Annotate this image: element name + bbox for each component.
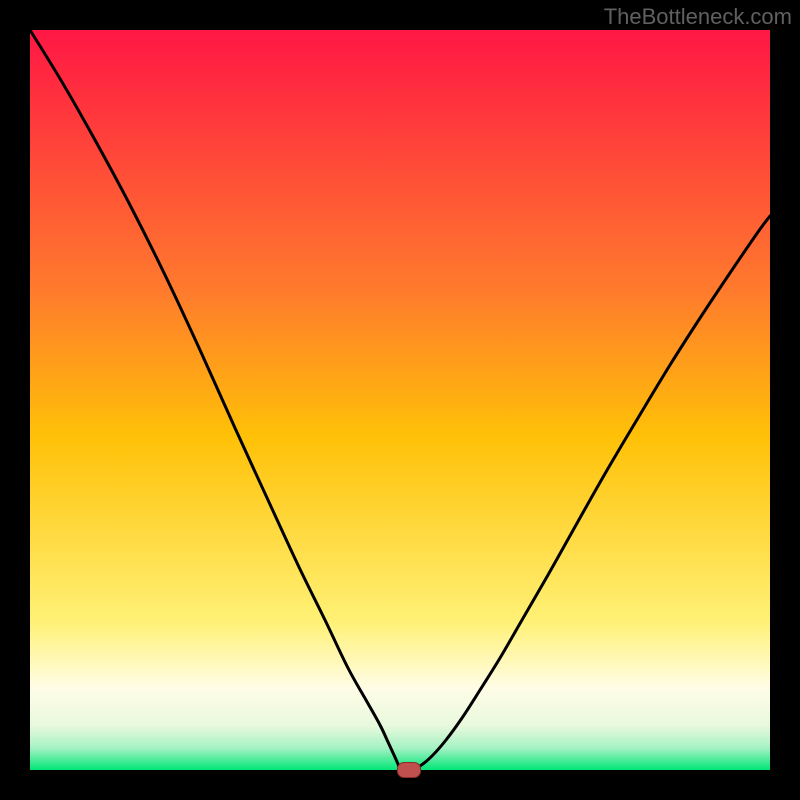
watermark-text: TheBottleneck.com <box>604 4 792 30</box>
chart-container: TheBottleneck.com <box>0 0 800 800</box>
optimal-point-marker <box>397 762 421 778</box>
bottleneck-curve <box>0 0 800 800</box>
curve-path <box>30 30 770 769</box>
